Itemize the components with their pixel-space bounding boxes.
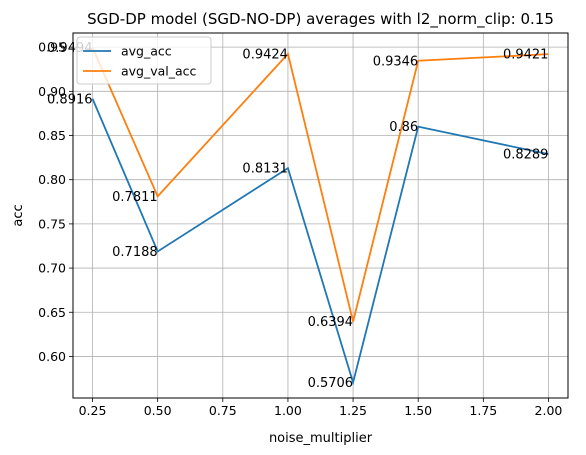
data-label: 0.7188 <box>112 245 158 260</box>
data-label: 0.5706 <box>308 376 354 391</box>
x-tick-label: 1.00 <box>274 403 302 418</box>
series-line-avg_acc <box>91 98 549 386</box>
grid <box>73 33 568 398</box>
x-tick-label: 2.00 <box>535 403 563 418</box>
y-tick-label: 0.70 <box>38 261 66 276</box>
y-tick-label: 0.80 <box>38 172 66 187</box>
data-label: 0.9424 <box>242 47 288 62</box>
x-tick-label: 0.75 <box>209 403 237 418</box>
x-tick-label: 0.50 <box>144 403 172 418</box>
x-tick-label: 1.75 <box>469 403 497 418</box>
x-axis-label: noise_multiplier <box>269 431 373 446</box>
x-tick-label: 1.50 <box>404 403 432 418</box>
legend-label-avg_acc: avg_acc <box>121 44 172 59</box>
x-tick-label: 0.25 <box>79 403 107 418</box>
y-tick-label: 0.60 <box>38 349 66 364</box>
y-tick-label: 0.90 <box>38 84 66 99</box>
data-labels: 0.89160.71880.81310.57060.860.82890.9494… <box>47 41 548 391</box>
data-label: 0.8131 <box>242 162 288 177</box>
y-tick-label: 0.85 <box>38 128 66 143</box>
legend-box <box>76 36 212 85</box>
data-label: 0.8289 <box>503 148 549 163</box>
data-label: 0.6394 <box>308 315 354 330</box>
data-label: 0.8916 <box>47 92 93 107</box>
series-line-avg_val_acc <box>91 47 549 322</box>
data-label: 0.86 <box>389 120 418 135</box>
y-axis: 0.60 0.65 0.70 0.75 0.80 0.85 0.90 0.95 <box>38 40 73 364</box>
chart-title: SGD-DP model (SGD-NO-DP) averages with l… <box>87 10 554 29</box>
y-tick-label: 0.95 <box>38 40 66 55</box>
x-axis: 0.25 0.50 0.75 1.00 1.25 1.50 1.75 2.00 <box>79 398 563 418</box>
y-axis-label: acc <box>11 204 26 226</box>
y-tick-label: 0.65 <box>38 305 66 320</box>
legend-label-avg_val_acc: avg_val_acc <box>121 64 197 79</box>
data-label: 0.9421 <box>503 48 549 63</box>
data-label: 0.7811 <box>112 190 158 205</box>
series-lines <box>91 47 549 386</box>
x-tick-label: 1.25 <box>339 403 367 418</box>
y-tick-label: 0.75 <box>38 216 66 231</box>
data-label: 0.9346 <box>373 54 419 69</box>
legend: avg_acc avg_val_acc <box>76 36 212 85</box>
plot-frame <box>72 32 569 399</box>
